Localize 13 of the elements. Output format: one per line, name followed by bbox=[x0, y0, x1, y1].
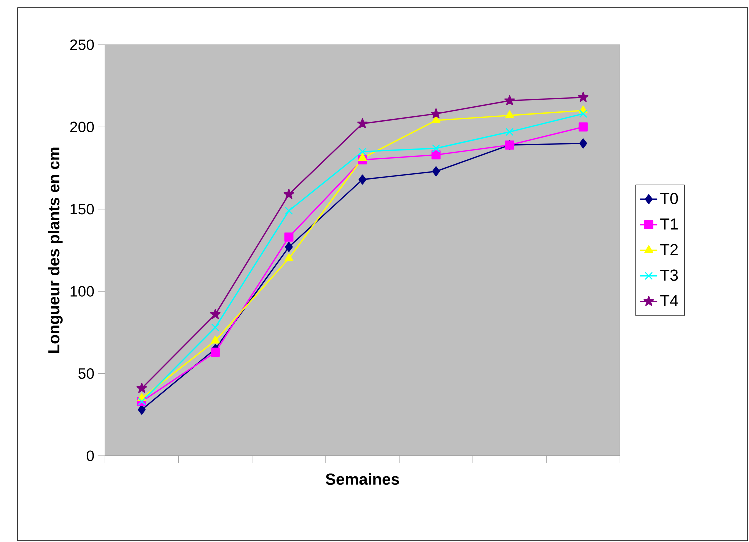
y-tick-label: 250 bbox=[70, 40, 94, 50]
y-tick-label: 200 bbox=[70, 122, 94, 132]
legend-label: T4 bbox=[660, 295, 678, 306]
legend-label: T0 bbox=[660, 193, 678, 204]
legend-label: T2 bbox=[660, 244, 678, 256]
y-tick-label: 100 bbox=[70, 286, 94, 297]
y-tick-label: 0 bbox=[86, 450, 94, 462]
y-axis-title: Longueur des plants en cm bbox=[48, 148, 63, 354]
legend-label: T3 bbox=[660, 270, 678, 282]
x-axis-title: Semaines bbox=[326, 473, 400, 486]
legend-label: T1 bbox=[660, 218, 678, 230]
y-tick-label: 50 bbox=[78, 368, 94, 380]
y-tick-label: 150 bbox=[70, 204, 94, 215]
